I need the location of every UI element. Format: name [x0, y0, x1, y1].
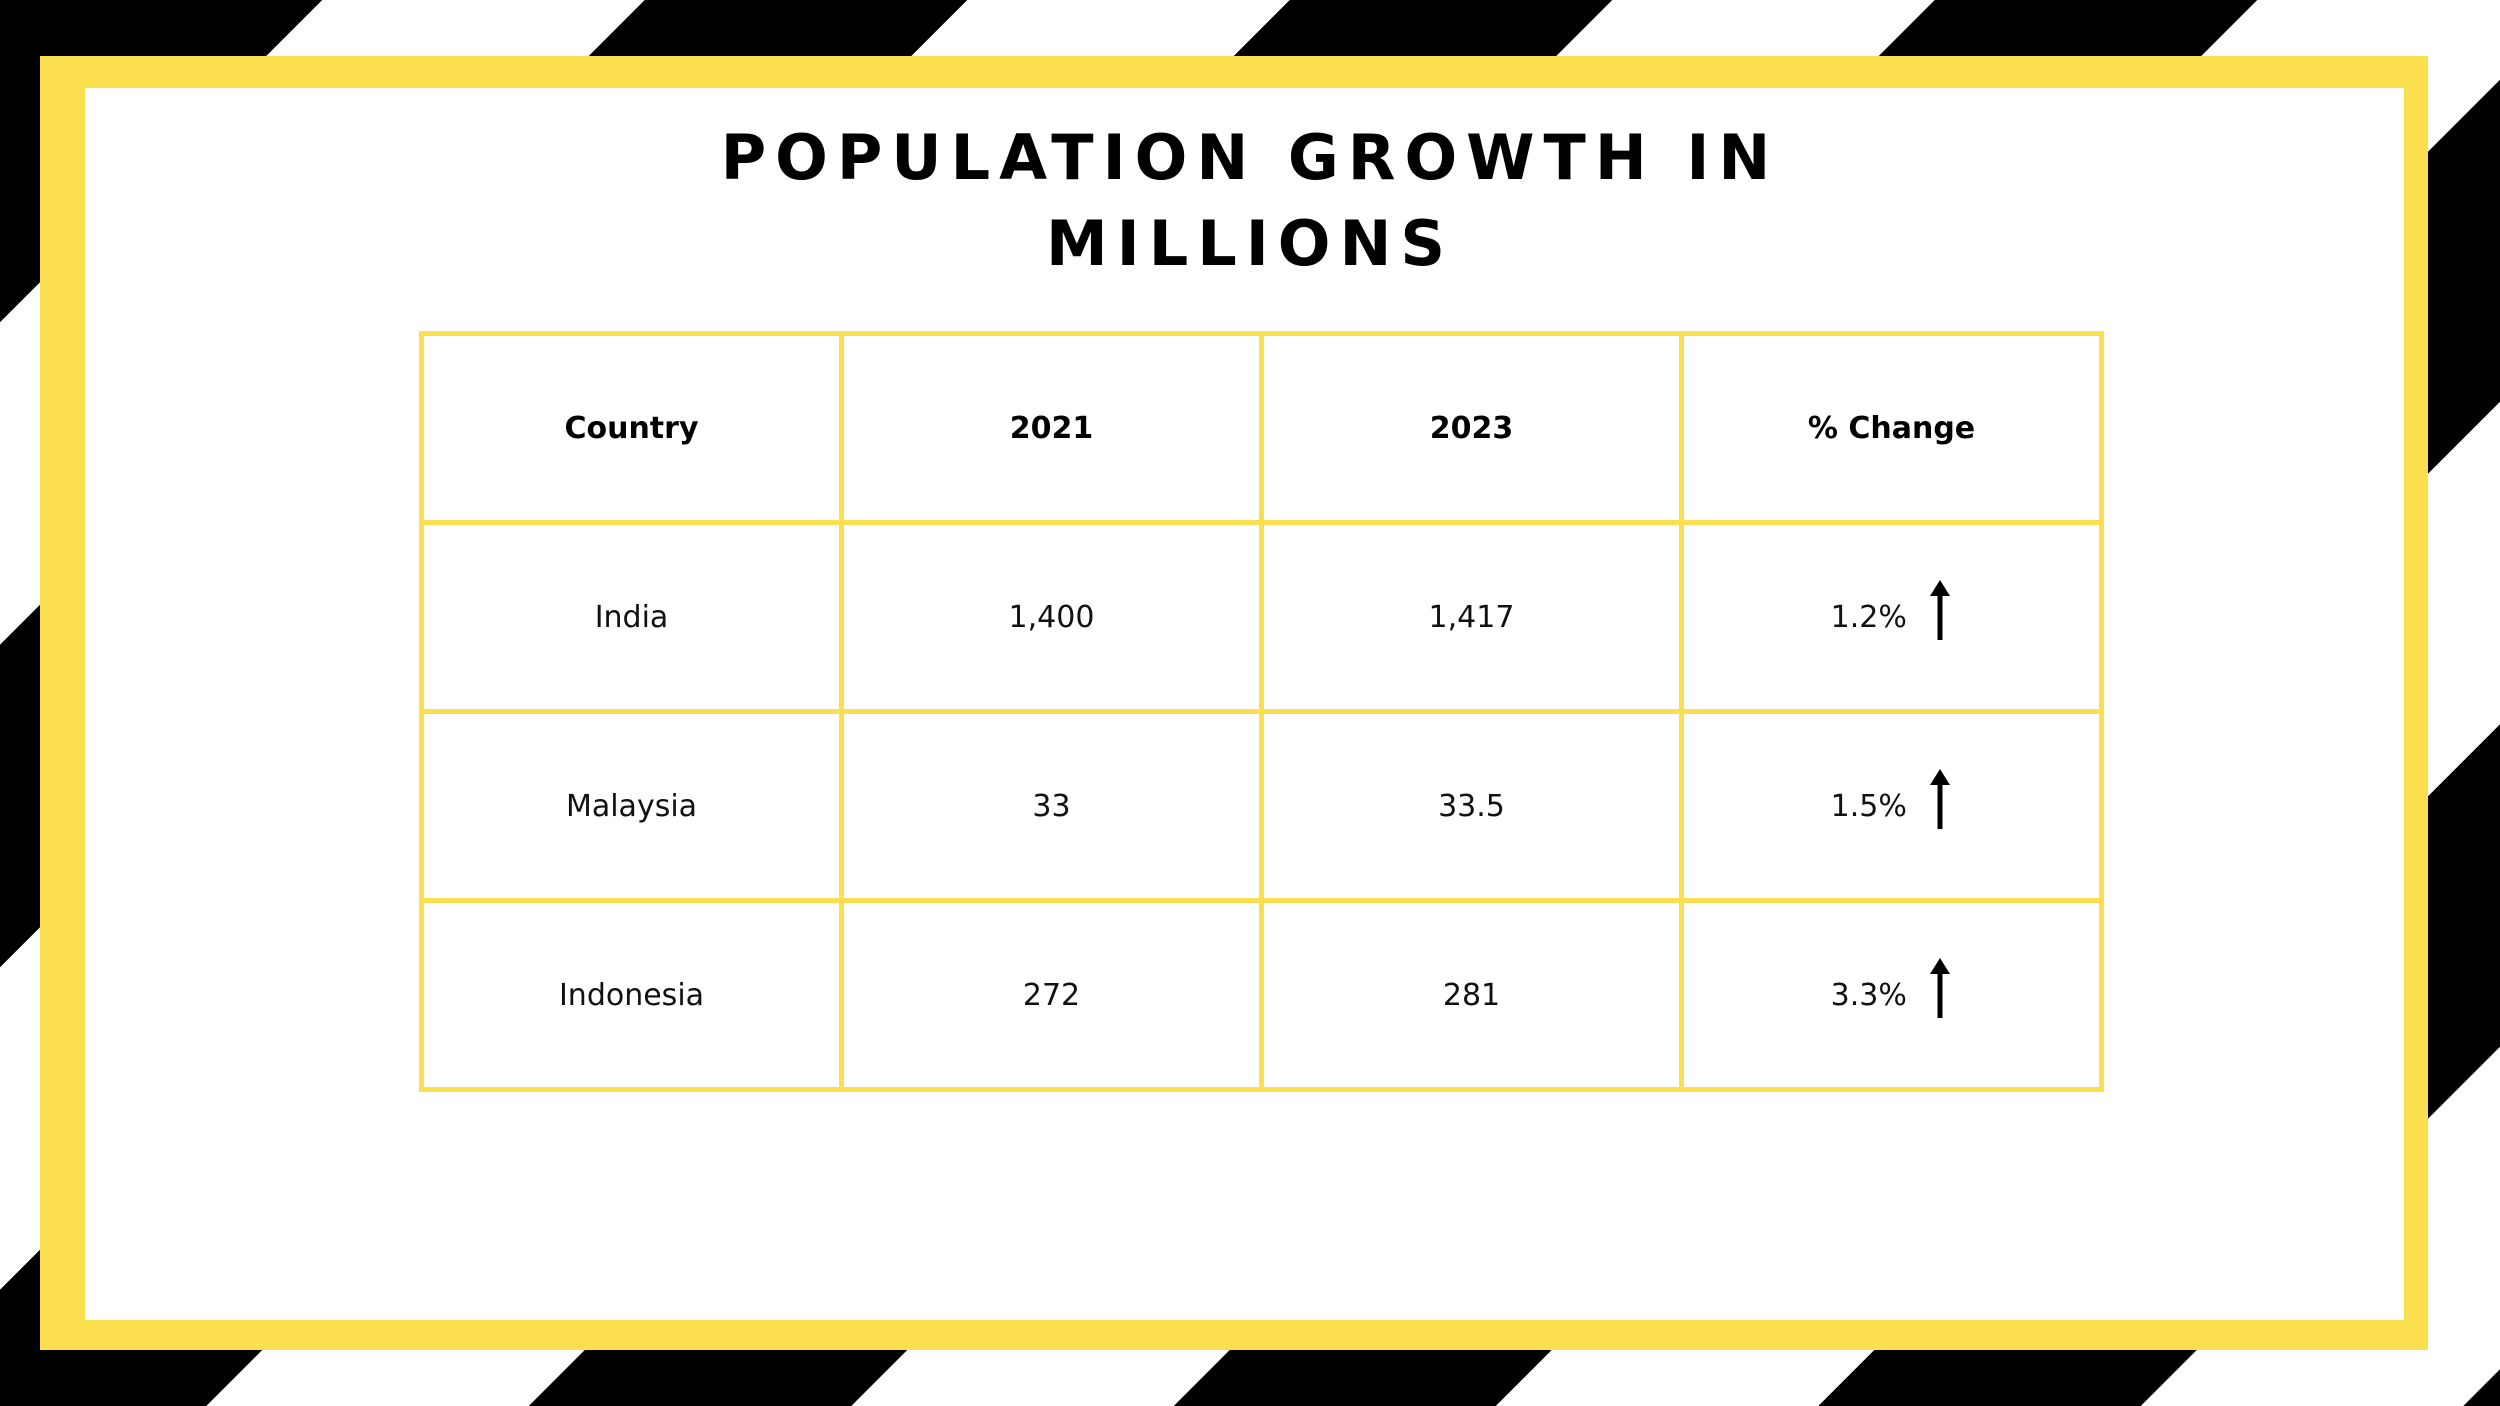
arrow-up-icon — [1930, 958, 1951, 1018]
table-row: India 1,400 1,417 1.2% — [419, 520, 2104, 714]
population-table: Country 2021 2023 % Change India 1,400 1… — [419, 331, 2104, 1092]
change-value: 1.2% — [1830, 599, 1907, 635]
cell-2021: 1,400 — [839, 520, 1264, 714]
cell-country: India — [419, 520, 844, 714]
cell-2023: 33.5 — [1259, 709, 1684, 903]
cell-2023: 1,417 — [1259, 520, 1684, 714]
page-title: POPULATION GROWTH IN MILLIONS — [0, 115, 2500, 287]
change-value: 1.5% — [1830, 788, 1907, 824]
header-change: % Change — [1679, 331, 2104, 525]
header-2023: 2023 — [1259, 331, 1684, 525]
header-country: Country — [419, 331, 844, 525]
population-table-wrapper: Country 2021 2023 % Change India 1,400 1… — [419, 331, 2104, 1092]
arrow-up-icon — [1930, 580, 1951, 640]
cell-country: Malaysia — [419, 709, 844, 903]
cell-2021: 33 — [839, 709, 1264, 903]
cell-country: Indonesia — [419, 898, 844, 1092]
change-value: 3.3% — [1830, 977, 1907, 1013]
header-2021: 2021 — [839, 331, 1264, 525]
title-line-1: POPULATION GROWTH IN — [720, 121, 1780, 194]
cell-2021: 272 — [839, 898, 1264, 1092]
title-line-2: MILLIONS — [1045, 207, 1455, 280]
cell-change: 1.2% — [1679, 520, 2104, 714]
arrow-up-icon — [1930, 769, 1951, 829]
table-header-row: Country 2021 2023 % Change — [419, 331, 2104, 525]
table-row: Malaysia 33 33.5 1.5% — [419, 709, 2104, 903]
cell-change: 3.3% — [1679, 898, 2104, 1092]
table-row: Indonesia 272 281 3.3% — [419, 898, 2104, 1092]
cell-change: 1.5% — [1679, 709, 2104, 903]
cell-2023: 281 — [1259, 898, 1684, 1092]
